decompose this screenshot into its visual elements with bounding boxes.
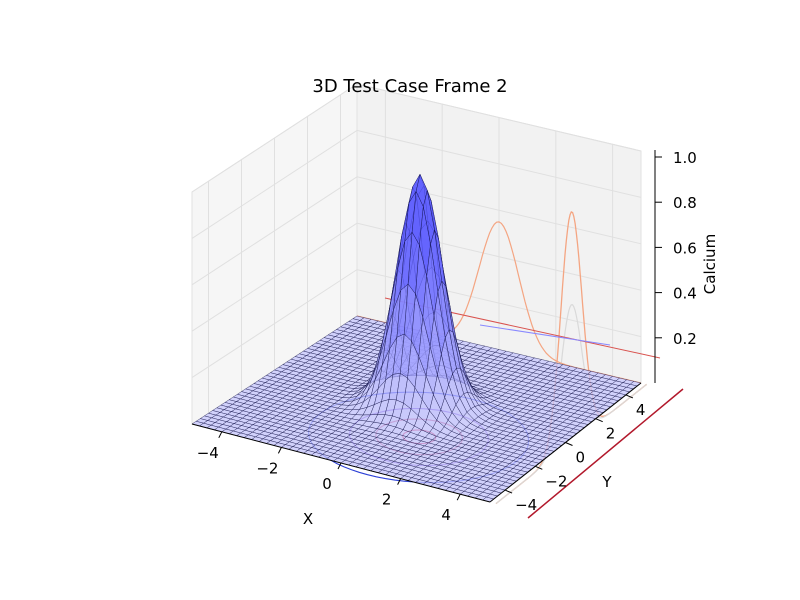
z-tick-label: 0.2 (673, 330, 697, 348)
x-tick-mark (337, 462, 342, 470)
z-tick-label: 0.4 (673, 285, 697, 303)
z-tick-label: 1.0 (673, 149, 697, 167)
gridline-z (191, 269, 642, 379)
y-tick-label: 0 (576, 449, 586, 467)
x-tick-mark (456, 493, 461, 501)
surface-mesh (191, 173, 642, 503)
x-axis-label: X (303, 510, 313, 528)
gridline-z (191, 176, 642, 286)
gridline-z (191, 222, 642, 332)
side-line-blue (479, 324, 611, 346)
y-wall-line (527, 388, 684, 519)
x-tick-label: 2 (382, 491, 392, 509)
y-tick-label: 4 (636, 401, 646, 419)
y-tick-label: −2 (545, 472, 567, 490)
y-tick-label: 2 (606, 425, 616, 443)
x-tick-label: 4 (441, 506, 451, 524)
gridline-z (191, 83, 642, 193)
y-tick-mark (535, 465, 543, 470)
x-tick-mark (218, 431, 223, 439)
y-tick-mark (504, 489, 513, 494)
grid-lines (191, 83, 642, 414)
x-tick-mark (397, 478, 402, 485)
y-tick-mark (595, 418, 603, 423)
wall-profile-gray (495, 304, 648, 505)
y-tick-label: −4 (515, 496, 537, 514)
z-axis-label: Calcium (701, 234, 719, 294)
tick-labels: −4 −2 0 2 4 −4 −2 0 2 4 0.2 0.4 0.6 0.8 1.0 (197, 149, 697, 524)
y-tick-mark (625, 394, 634, 399)
x-tick-label: 0 (322, 475, 332, 493)
y-axis-label: Y (601, 473, 612, 491)
x-tick-label: −2 (256, 459, 278, 477)
chart-title: 3D Test Case Frame 2 (312, 76, 507, 97)
x-tick-label: −4 (197, 444, 219, 462)
x-tick-mark (277, 447, 282, 454)
y-tick-mark (565, 442, 573, 446)
z-tick-label: 0.8 (673, 194, 697, 212)
z-tick-label: 0.6 (673, 239, 697, 257)
gridline-z (191, 129, 642, 239)
